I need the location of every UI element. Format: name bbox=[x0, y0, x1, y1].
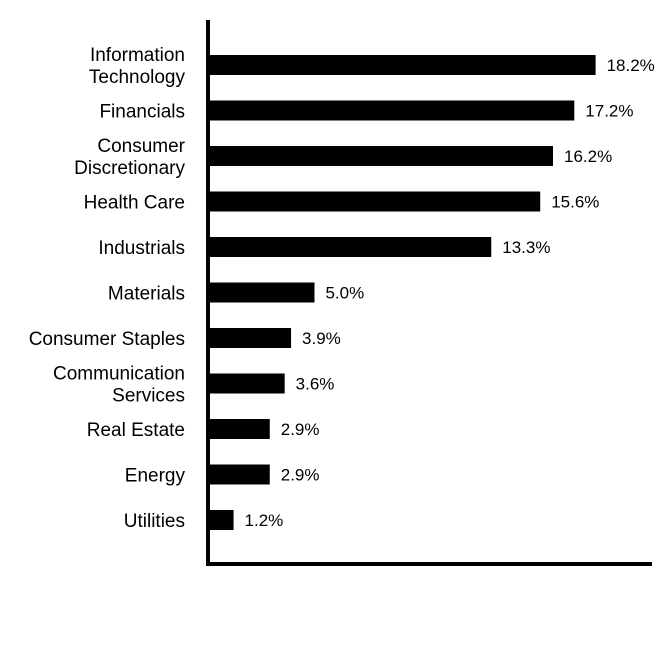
category-label: Energy bbox=[125, 466, 186, 487]
bar bbox=[208, 100, 575, 121]
bars-group bbox=[208, 55, 596, 530]
bar bbox=[208, 419, 270, 439]
bar bbox=[208, 510, 234, 530]
category-label: Financials bbox=[99, 102, 185, 123]
bar-value-label: 3.6% bbox=[296, 375, 335, 394]
category-label: Health Care bbox=[84, 193, 185, 214]
category-label: Information bbox=[90, 45, 185, 66]
category-label: Services bbox=[112, 386, 185, 407]
bar-value-label: 3.9% bbox=[302, 329, 341, 348]
category-label: Consumer Staples bbox=[29, 329, 185, 350]
bar-value-label: 1.2% bbox=[245, 511, 284, 530]
category-label: Materials bbox=[108, 284, 185, 305]
bar-value-label: 15.6% bbox=[551, 193, 599, 212]
bar-value-label: 13.3% bbox=[502, 238, 550, 257]
bar bbox=[208, 282, 315, 303]
bar-value-label: 2.9% bbox=[281, 466, 320, 485]
bar bbox=[208, 55, 596, 75]
category-label: Consumer bbox=[97, 136, 185, 157]
bar bbox=[208, 328, 292, 348]
category-label: Technology bbox=[89, 67, 186, 88]
bar-value-label: 17.2% bbox=[585, 102, 633, 121]
bar bbox=[208, 191, 541, 212]
bar-value-label: 2.9% bbox=[281, 420, 320, 439]
bar bbox=[208, 373, 285, 394]
category-label: Discretionary bbox=[74, 158, 185, 179]
category-label: Real Estate bbox=[87, 420, 185, 441]
category-label: Industrials bbox=[98, 238, 185, 259]
bar-value-label: 16.2% bbox=[564, 147, 612, 166]
category-label: Communication bbox=[53, 364, 185, 385]
bar-value-label: 5.0% bbox=[325, 284, 364, 303]
bar bbox=[208, 146, 553, 166]
bar bbox=[208, 237, 492, 257]
bar bbox=[208, 464, 270, 485]
value-labels-group: 18.2% 17.2% 16.2% 15.6% 13.3% 5.0% 3.9% 3.6% 2.9… bbox=[245, 56, 655, 530]
bar-value-label: 18.2% bbox=[607, 56, 655, 75]
category-label: Utilities bbox=[124, 511, 185, 532]
